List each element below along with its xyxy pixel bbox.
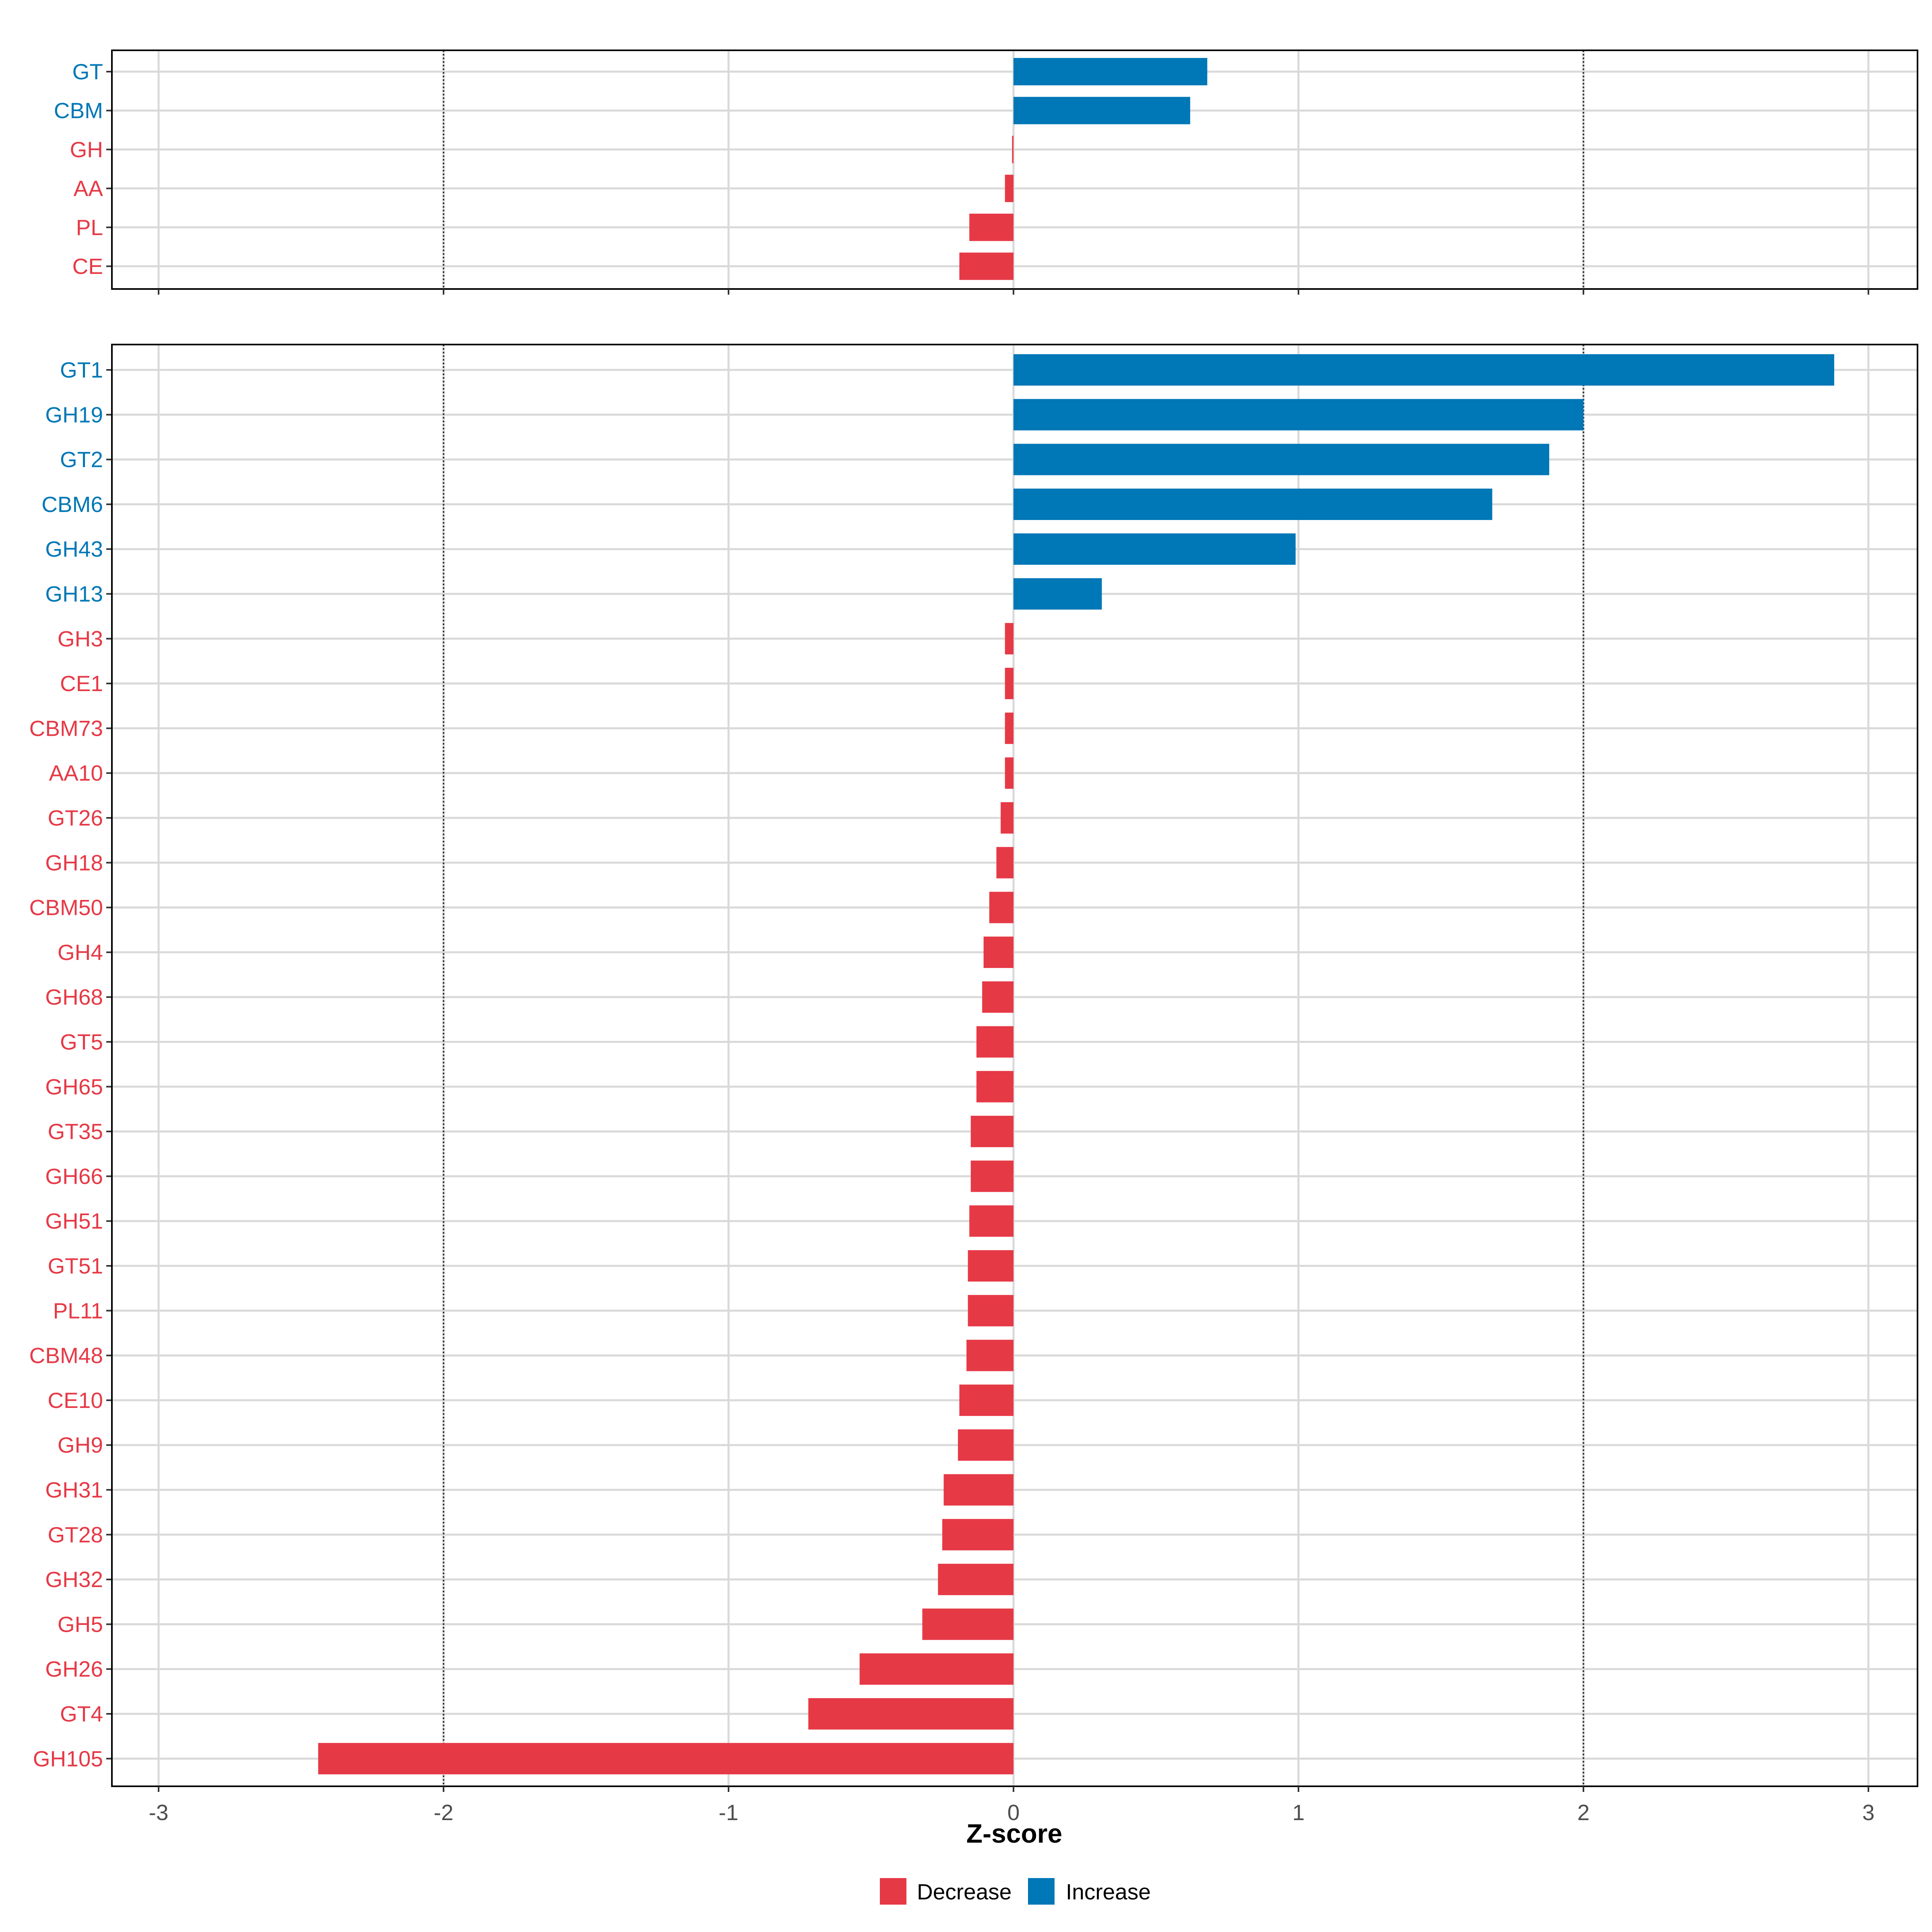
category-label-aa10: AA10: [49, 761, 103, 786]
category-label-gh9: GH9: [58, 1432, 103, 1457]
category-label-gt1: GT1: [60, 357, 103, 382]
category-label-cbm73: CBM73: [29, 716, 103, 741]
category-label-gh5: GH5: [58, 1612, 103, 1637]
bar-cbm50: [989, 892, 1013, 923]
bar-gt35: [970, 1116, 1013, 1148]
bar-gh5: [922, 1608, 1013, 1640]
category-label-gt5: GT5: [60, 1030, 103, 1055]
bar-gt26: [1001, 802, 1013, 834]
category-label-gh31: GH31: [45, 1478, 103, 1503]
bar-gh68: [982, 981, 1013, 1013]
bar-gh26: [859, 1653, 1013, 1685]
x-axis-title: Z-score: [966, 1818, 1062, 1848]
category-label-gh51: GH51: [45, 1209, 103, 1234]
category-label-pl: PL: [76, 215, 103, 240]
x-tick-label: -2: [434, 1800, 454, 1825]
bar-ce10: [959, 1384, 1013, 1416]
category-label-gh105: GH105: [33, 1746, 103, 1771]
panel-background: [112, 50, 1918, 289]
bar-gt1: [1013, 354, 1835, 386]
category-label-aa: AA: [74, 176, 103, 201]
bottom-panel: GT1 GH19 GT2 CBM6 GH43 GH13 GH3 CE1 CBM73 AA10 GT2…: [29, 344, 1918, 1792]
category-label-cbm50: CBM50: [29, 895, 103, 920]
category-label-gt4: GT4: [60, 1701, 103, 1726]
category-label-gt51: GT51: [47, 1253, 103, 1278]
x-tick-label: 1: [1292, 1800, 1305, 1825]
x-tick-label: -1: [719, 1800, 739, 1825]
category-label-ce10: CE10: [47, 1388, 103, 1413]
bar-gt: [1013, 58, 1208, 85]
category-label-gh19: GH19: [45, 402, 103, 427]
category-label-gh68: GH68: [45, 985, 103, 1009]
bar-gh31: [943, 1474, 1013, 1506]
category-label-gh43: GH43: [45, 537, 103, 561]
legend-swatch-decrease: [880, 1878, 906, 1905]
bar-ce1: [1005, 668, 1013, 700]
bar-cbm73: [1005, 712, 1013, 744]
bar-gh19: [1013, 399, 1583, 431]
category-label-cbm: CBM: [54, 98, 103, 123]
category-label-gh: GH: [70, 137, 103, 162]
panel-frame: [111, 50, 1918, 290]
top-panel: GT CBM GH AA PL CE: [54, 50, 1918, 295]
category-label-gh13: GH13: [45, 582, 103, 607]
bar-cbm48: [966, 1340, 1013, 1371]
x-tick-label: 3: [1862, 1800, 1875, 1825]
bar-gt5: [976, 1026, 1013, 1058]
category-label-ce1: CE1: [60, 671, 103, 696]
bar-gh66: [970, 1160, 1013, 1192]
bar-aa: [1005, 175, 1013, 202]
category-label-cbm48: CBM48: [29, 1343, 103, 1368]
x-tick-label: -3: [149, 1800, 169, 1825]
category-label-gh26: GH26: [45, 1657, 103, 1682]
bar-gt28: [942, 1519, 1013, 1550]
legend-label-increase: Increase: [1066, 1879, 1151, 1904]
category-label-gh65: GH65: [45, 1074, 103, 1099]
bar-aa10: [1005, 757, 1013, 789]
bar-cbm6: [1013, 488, 1492, 520]
bar-gh3: [1005, 623, 1013, 654]
legend: Decrease Increase: [880, 1878, 1151, 1905]
bar-cbm: [1013, 97, 1190, 124]
bar-gh65: [976, 1071, 1013, 1102]
bar-gh32: [938, 1564, 1013, 1596]
bar-gh4: [983, 936, 1013, 968]
bar-gh18: [996, 847, 1013, 879]
legend-swatch-increase: [1028, 1878, 1055, 1905]
bar-gh13: [1013, 578, 1102, 610]
x-axis: -3 -2 -1 0 1 2 3: [149, 1800, 1875, 1825]
x-tick-label: 0: [1007, 1800, 1020, 1825]
bar-gt4: [808, 1698, 1013, 1730]
x-tick-label: 2: [1577, 1800, 1590, 1825]
bar-pl11: [968, 1295, 1013, 1327]
category-label-gh18: GH18: [45, 850, 103, 875]
category-label-gt26: GT26: [47, 805, 103, 830]
legend-label-decrease: Decrease: [917, 1879, 1011, 1904]
category-label-gh3: GH3: [58, 626, 103, 651]
category-label-cbm6: CBM6: [41, 492, 103, 517]
category-label-gh66: GH66: [45, 1164, 103, 1189]
category-label-ce: CE: [72, 254, 103, 279]
bar-pl: [969, 213, 1013, 241]
category-label-gt2: GT2: [60, 447, 103, 472]
category-label-gt28: GT28: [47, 1522, 103, 1547]
category-label-gt35: GT35: [47, 1119, 103, 1144]
panel-frame: [111, 344, 1918, 1787]
bar-gt51: [968, 1250, 1013, 1282]
bar-gt2: [1013, 444, 1550, 475]
category-label-gt: GT: [72, 59, 103, 84]
bar-gh105: [318, 1743, 1013, 1775]
bar-gh43: [1013, 533, 1296, 565]
bar-ce: [959, 252, 1013, 280]
bar-gh51: [969, 1205, 1013, 1237]
category-label-gh4: GH4: [58, 940, 103, 965]
bar-gh9: [958, 1429, 1013, 1461]
category-label-pl11: PL11: [53, 1298, 103, 1323]
category-label-gh32: GH32: [45, 1567, 103, 1592]
bar-gh: [1012, 136, 1013, 163]
